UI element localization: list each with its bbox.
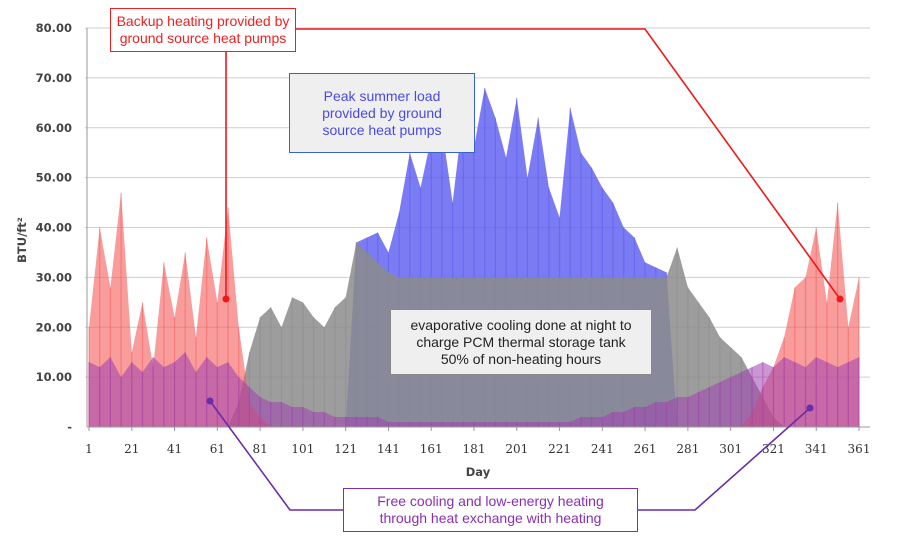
leader-purple-right [638,407,811,511]
x-tick-label: 161 [420,442,443,456]
y-tick-label: 30.00 [36,270,72,284]
leader-dot [206,397,214,405]
leader-purple-left [209,400,343,511]
x-axis-label: Day [466,465,491,479]
x-tick-label: 101 [291,442,314,456]
x-tick-label: 361 [848,442,871,456]
y-tick-label: 70.00 [36,71,72,85]
leader-dot [836,295,844,303]
x-tick-label: 81 [252,442,267,456]
y-tick-label: - [67,420,72,434]
x-tick-label: 321 [762,442,785,456]
x-tick-label: 281 [676,442,699,456]
x-tick-label: 1 [85,442,93,456]
y-tick-label: 80.00 [36,21,72,35]
x-tick-label: 261 [634,442,657,456]
y-tick-label: 40.00 [36,221,72,235]
x-tick-label: 21 [124,442,139,456]
y-tick-label: 50.00 [36,171,72,185]
annotation-free-cooling: Free cooling and low-energy heating thro… [343,488,638,532]
leader-dot [806,404,814,412]
x-tick-label: 61 [210,442,225,456]
annotation-leaders [206,28,844,511]
x-tick-label: 41 [167,442,182,456]
annotation-peak-summer-load: Peak summer load provided by ground sour… [289,73,475,153]
y-axis-label: BTU/ft² [15,217,29,263]
y-tick-label: 60.00 [36,121,72,135]
x-tick-label: 121 [334,442,357,456]
annotation-backup-heating: Backup heating provided by ground source… [110,8,296,52]
x-tick-label: 141 [377,442,400,456]
x-tick-label: 201 [505,442,528,456]
leader-dot [222,295,230,303]
annotation-evaporative-cooling: evaporative cooling done at night to cha… [390,309,652,375]
y-tick-label: 20.00 [36,320,72,334]
x-tick-label: 301 [719,442,742,456]
leader-red-right [296,28,841,300]
x-tick-label: 221 [548,442,571,456]
y-tick-label: 10.00 [36,370,72,384]
x-tick-label: 341 [805,442,828,456]
x-tick-label: 181 [463,442,486,456]
x-tick-label: 241 [591,442,614,456]
axes: - 10.00 20.00 30.00 40.00 50.00 60.00 70.00 80.0… [36,21,871,456]
